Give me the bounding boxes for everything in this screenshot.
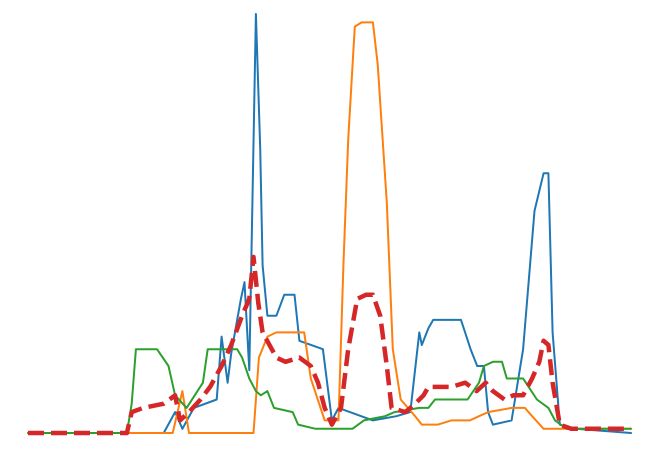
series-line-orange (27, 21, 632, 434)
series-line-green (27, 348, 632, 434)
series-line-blue (27, 13, 632, 434)
series-line-red (28, 254, 631, 436)
series-layer (27, 13, 632, 436)
